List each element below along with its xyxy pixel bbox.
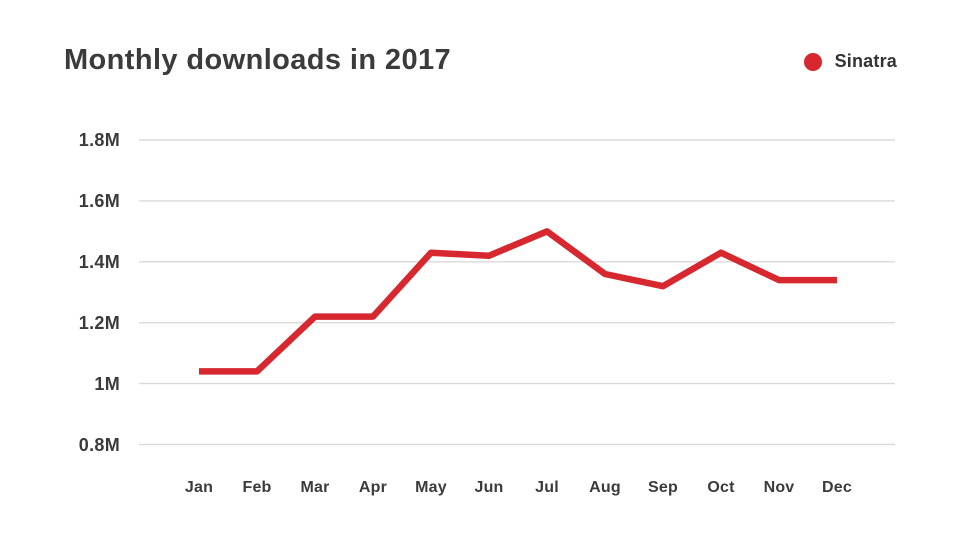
y-axis-tick-label: 1M xyxy=(94,373,120,394)
legend-dot-icon xyxy=(803,52,822,71)
x-axis-month-label: Jun xyxy=(474,479,504,496)
x-axis-month-label: Aug xyxy=(589,479,621,496)
legend-label: Sinatra xyxy=(834,51,897,71)
x-axis-month-label: Mar xyxy=(300,479,330,496)
legend: Sinatra xyxy=(803,51,897,72)
y-axis-tick-label: 1.4M xyxy=(78,251,120,272)
x-axis-month-label: Sep xyxy=(648,479,678,496)
x-axis-month-label: May xyxy=(415,479,447,496)
x-axis-month-label: Jan xyxy=(184,479,214,496)
x-axis-month-label: Nov xyxy=(763,479,795,496)
x-axis-month-label: Dec xyxy=(822,479,852,496)
y-axis-tick-label: 1.8M xyxy=(78,130,120,150)
y-axis-tick-label: 1.2M xyxy=(78,312,120,333)
y-axis-tick-label: 0.8M xyxy=(78,434,120,455)
x-axis-month-label: Jul xyxy=(535,479,559,496)
y-axis-tick-label: 1.6M xyxy=(78,190,120,211)
series-line-sinatra xyxy=(199,228,837,375)
x-axis-month-label: Oct xyxy=(707,479,735,496)
x-axis-month-label: Feb xyxy=(242,479,272,496)
chart-title: Monthly downloads in 2017 xyxy=(64,44,452,76)
x-axis-month-label: Apr xyxy=(358,479,388,496)
